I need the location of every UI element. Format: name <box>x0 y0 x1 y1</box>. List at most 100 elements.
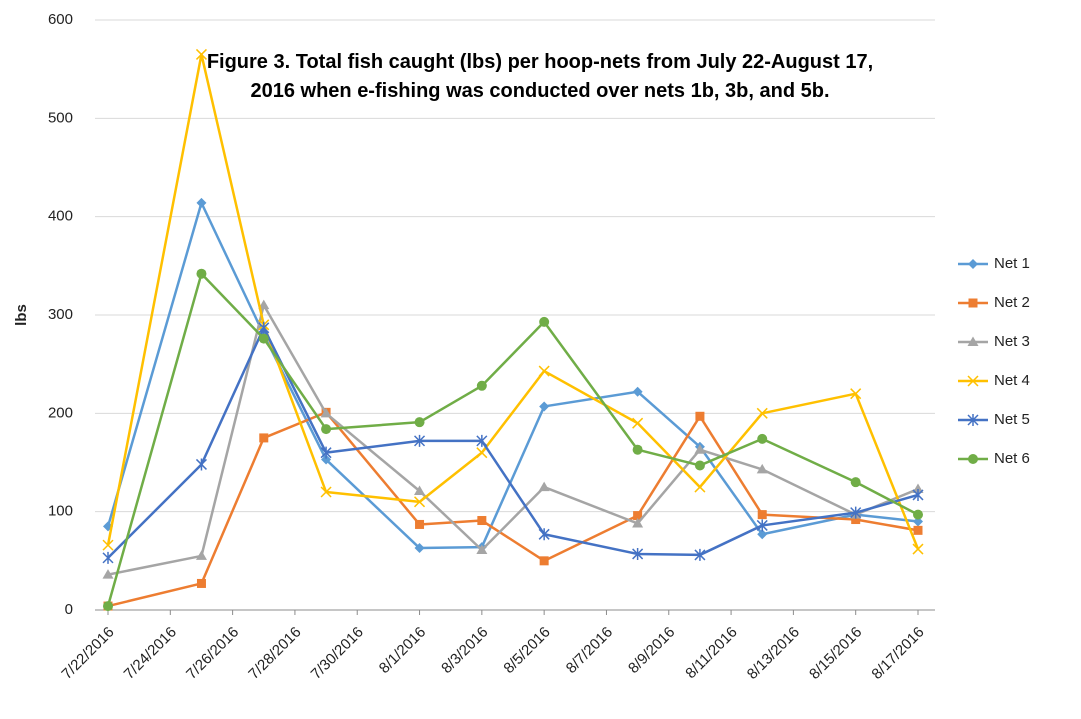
marker <box>414 543 425 554</box>
marker <box>632 517 644 528</box>
marker <box>476 380 487 391</box>
marker <box>968 298 978 308</box>
y-tick-label: 200 <box>48 404 73 421</box>
x-tick-label: 8/13/2016 <box>744 624 803 683</box>
marker <box>694 444 706 454</box>
marker <box>968 454 978 464</box>
series <box>102 299 924 579</box>
marker <box>632 386 643 397</box>
series <box>103 407 923 611</box>
marker <box>757 433 768 444</box>
marker <box>850 388 862 400</box>
marker <box>967 375 979 387</box>
series <box>102 48 924 555</box>
marker <box>850 477 861 488</box>
legend-label: Net 4 <box>994 372 1030 389</box>
marker <box>415 519 425 529</box>
y-tick-label: 300 <box>48 306 73 323</box>
legend-label: Net 1 <box>994 255 1030 272</box>
marker <box>320 446 332 459</box>
marker <box>968 259 978 269</box>
marker <box>757 510 767 520</box>
marker <box>757 529 768 540</box>
marker <box>321 454 332 465</box>
x-tick-label: 7/24/2016 <box>121 624 180 683</box>
x-tick-label: 7/26/2016 <box>183 624 242 683</box>
marker <box>632 547 644 560</box>
marker <box>538 481 550 492</box>
marker <box>258 333 269 344</box>
series-line <box>107 411 919 608</box>
marker <box>320 407 332 418</box>
y-tick-label: 500 <box>48 109 73 126</box>
series <box>103 197 923 554</box>
x-tick-label: 8/17/2016 <box>868 624 927 683</box>
y-tick-label: 0 <box>65 601 73 618</box>
marker <box>967 414 979 426</box>
marker <box>195 550 207 560</box>
marker <box>258 299 270 310</box>
x-tick-label: 8/7/2016 <box>563 624 616 677</box>
legend-label: Net 6 <box>994 450 1030 467</box>
y-tick-label: 600 <box>48 11 73 28</box>
marker <box>694 548 706 561</box>
x-tick-label: 8/3/2016 <box>438 624 491 677</box>
marker <box>414 434 426 447</box>
marker <box>695 411 705 421</box>
marker <box>633 511 643 521</box>
series-line <box>107 303 919 576</box>
marker <box>694 481 706 493</box>
legend-label: Net 5 <box>994 411 1030 428</box>
series-line <box>107 326 919 559</box>
marker <box>476 447 488 459</box>
marker <box>694 460 705 471</box>
x-tick-label: 8/5/2016 <box>500 624 553 677</box>
marker <box>102 539 114 551</box>
marker <box>912 483 924 494</box>
marker <box>539 316 550 327</box>
marker <box>756 463 768 474</box>
marker <box>538 528 550 541</box>
marker <box>414 417 425 428</box>
x-tick-label: 8/1/2016 <box>376 624 429 677</box>
marker <box>632 444 643 455</box>
x-tick-label: 7/28/2016 <box>245 624 304 683</box>
x-tick-label: 8/9/2016 <box>625 624 678 677</box>
legend-label: Net 3 <box>994 333 1030 350</box>
y-axis-label: lbs <box>13 304 30 326</box>
marker <box>102 551 114 564</box>
x-tick-label: 8/11/2016 <box>682 624 740 682</box>
marker <box>258 321 270 334</box>
marker <box>913 509 923 520</box>
series-line <box>106 272 919 607</box>
legend-label: Net 2 <box>994 294 1030 311</box>
marker <box>851 515 861 525</box>
marker <box>913 525 923 535</box>
marker <box>196 197 207 208</box>
marker <box>477 516 487 526</box>
series-line <box>106 201 919 550</box>
marker <box>196 268 207 279</box>
marker <box>912 488 924 501</box>
marker <box>103 601 113 612</box>
marker <box>195 458 207 471</box>
marker <box>756 519 768 532</box>
marker <box>632 417 644 429</box>
series-line <box>106 53 920 550</box>
marker <box>913 516 923 527</box>
marker <box>196 578 206 588</box>
marker <box>539 556 549 566</box>
marker <box>320 486 332 498</box>
x-tick-label: 7/22/2016 <box>58 624 117 683</box>
title-line: 2016 when e-fishing was conducted over n… <box>250 80 830 102</box>
marker <box>414 496 426 508</box>
series <box>102 321 924 564</box>
y-tick-label: 400 <box>48 208 73 225</box>
chart-title: Figure 3. Total fish caught (lbs) per ho… <box>190 48 890 106</box>
marker <box>850 506 862 519</box>
title-line: Figure 3. Total fish caught (lbs) per ho… <box>206 51 874 73</box>
series <box>103 268 923 612</box>
marker <box>967 336 979 346</box>
